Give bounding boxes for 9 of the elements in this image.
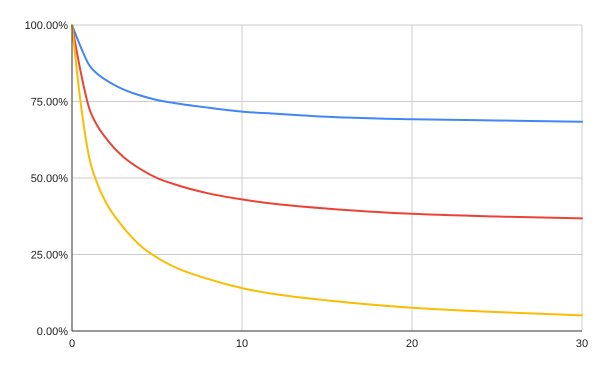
- x-tick-label: 10: [236, 338, 248, 350]
- y-tick-label: 100.00%: [24, 20, 68, 32]
- x-tick-label: 20: [406, 338, 418, 350]
- x-tick-label: 0: [68, 338, 76, 350]
- y-tick-label: 75.00%: [30, 96, 68, 108]
- y-tick-label: 25.00%: [30, 249, 68, 262]
- x-tick-label: 30: [576, 338, 588, 350]
- y-tick-label: 50.00%: [30, 172, 68, 185]
- y-tick-label: 0.00%: [36, 326, 68, 338]
